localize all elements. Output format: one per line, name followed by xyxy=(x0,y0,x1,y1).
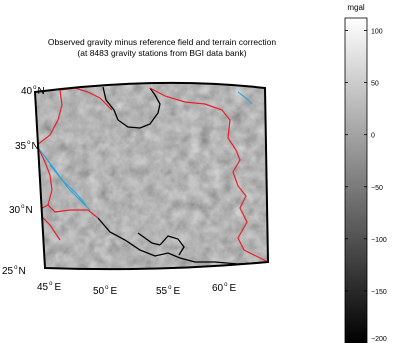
lat-label-35: 35oN xyxy=(15,140,39,152)
gravity-anomaly-field xyxy=(35,82,268,270)
colorbar-tick-label: −200 xyxy=(371,336,387,343)
colorbar-unit-label: mgal xyxy=(347,3,365,12)
colorbar-tick-label: −50 xyxy=(371,185,383,192)
lon-label-45: 45o E xyxy=(37,281,61,293)
lon-label-60: 60o E xyxy=(212,282,236,294)
colorbar-tick-label: 100 xyxy=(371,29,383,36)
longitude-labels: 45o E 50o E 55o E 60o E xyxy=(37,281,236,297)
colorbar-tick-label: 50 xyxy=(371,81,379,88)
colorbar-ticks: 100 50 0 −50 −100 −150 −200 xyxy=(345,29,387,343)
map-subtitle: (at 8483 gravity stations from BGI data … xyxy=(77,48,246,58)
colorbar: mgal 100 50 0 −50 −100 −150 −200 xyxy=(344,3,387,343)
map-frame xyxy=(33,81,270,271)
latitude-labels: 40oN 35oN 30oN 25oN xyxy=(2,85,45,277)
lat-label-30: 30oN xyxy=(9,204,33,216)
lon-label-55: 55o E xyxy=(156,285,180,297)
lon-label-50: 50o E xyxy=(93,285,117,297)
rivers xyxy=(39,91,253,211)
colorbar-tick-label: 0 xyxy=(371,133,375,140)
lat-label-40: 40oN xyxy=(21,85,45,97)
political-borders xyxy=(36,87,268,263)
lat-label-25: 25oN xyxy=(2,265,26,277)
map-title: Observed gravity minus reference field a… xyxy=(48,37,276,47)
coastlines xyxy=(97,86,268,265)
colorbar-tick-label: −100 xyxy=(371,237,387,244)
colorbar-tick-label: −150 xyxy=(371,289,387,296)
colorbar-gradient xyxy=(344,17,368,343)
